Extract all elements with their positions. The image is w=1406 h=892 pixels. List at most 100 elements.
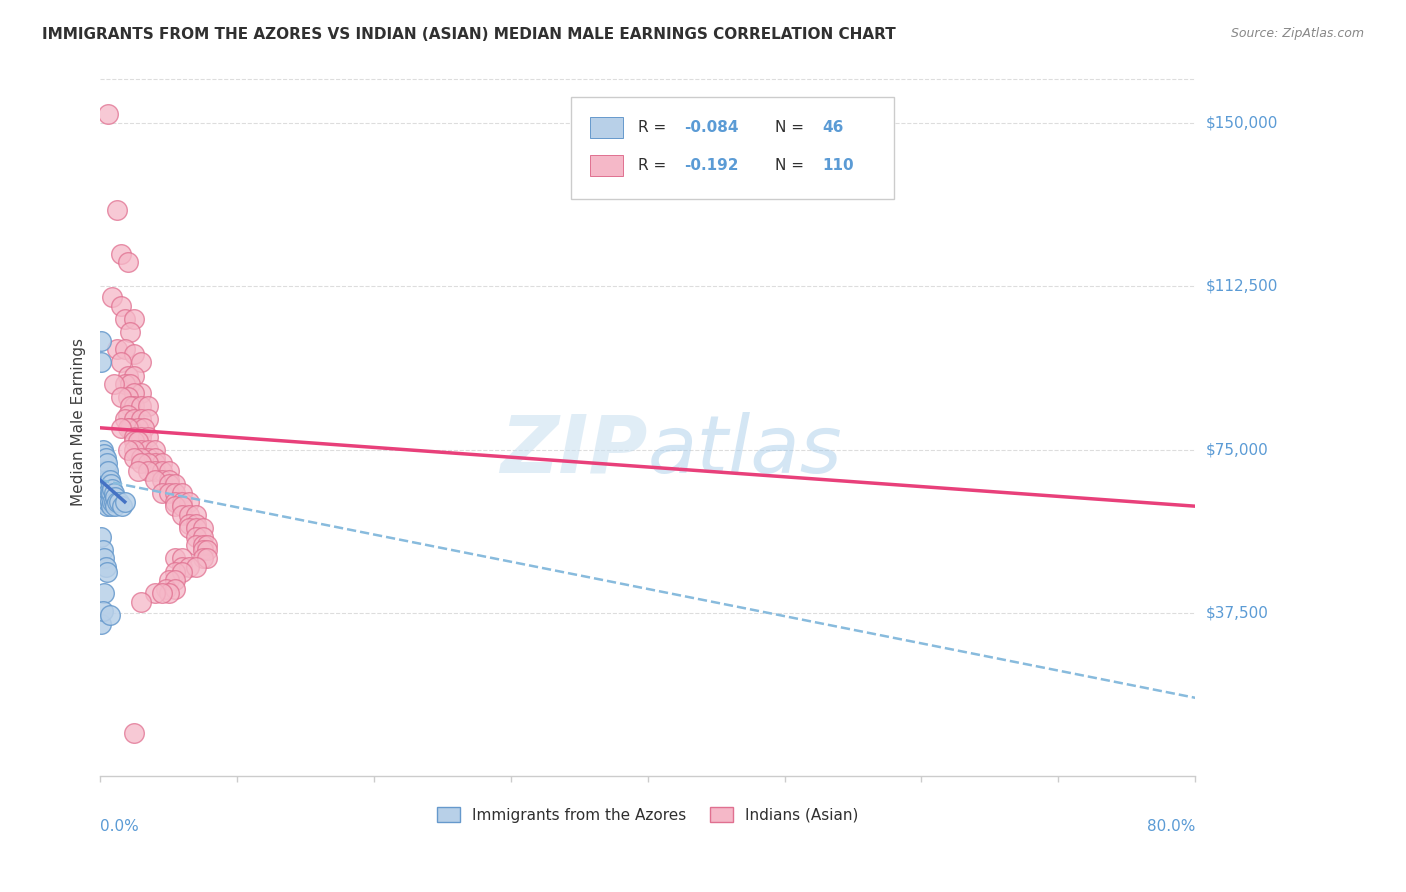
Text: N =: N = <box>775 158 808 173</box>
Point <box>93 495 115 509</box>
Point <box>94 451 117 466</box>
Text: R =: R = <box>638 120 671 135</box>
Point <box>101 482 124 496</box>
Point <box>143 442 166 457</box>
Point <box>129 399 152 413</box>
Text: -0.192: -0.192 <box>683 158 738 173</box>
Point <box>129 412 152 426</box>
Point <box>91 442 114 457</box>
Point <box>155 582 177 596</box>
Point <box>110 355 132 369</box>
Point <box>195 538 218 552</box>
Point <box>172 551 194 566</box>
Point <box>157 477 180 491</box>
Point <box>117 408 139 422</box>
Point <box>124 725 146 739</box>
Point <box>117 421 139 435</box>
Point <box>96 565 118 579</box>
Point <box>96 473 118 487</box>
Point <box>191 538 214 552</box>
Point <box>165 573 187 587</box>
Point <box>129 456 152 470</box>
Point <box>91 542 114 557</box>
Point <box>91 456 114 470</box>
Point <box>93 477 115 491</box>
Point <box>124 368 146 383</box>
Point <box>129 386 152 401</box>
Point <box>136 456 159 470</box>
Point <box>129 451 152 466</box>
Point <box>97 495 120 509</box>
Point <box>143 456 166 470</box>
Point <box>132 421 155 435</box>
Point <box>105 343 128 357</box>
Point <box>157 586 180 600</box>
Point <box>124 412 146 426</box>
Point <box>124 429 146 443</box>
Point <box>110 390 132 404</box>
Point <box>157 473 180 487</box>
Point <box>90 334 112 348</box>
Point <box>124 347 146 361</box>
Point <box>150 586 173 600</box>
Point <box>94 560 117 574</box>
Point <box>90 616 112 631</box>
Text: Source: ZipAtlas.com: Source: ZipAtlas.com <box>1230 27 1364 40</box>
Point <box>179 560 201 574</box>
Point <box>191 530 214 544</box>
Point <box>97 107 120 121</box>
Point <box>110 421 132 435</box>
Point <box>96 499 118 513</box>
Point <box>94 477 117 491</box>
Point <box>165 499 187 513</box>
Point <box>172 486 194 500</box>
Text: $112,500: $112,500 <box>1206 279 1278 293</box>
Point <box>124 386 146 401</box>
Point <box>117 442 139 457</box>
Point <box>184 530 207 544</box>
Legend: Immigrants from the Azores, Indians (Asian): Immigrants from the Azores, Indians (Asi… <box>432 800 865 829</box>
Point <box>110 246 132 260</box>
Point <box>129 595 152 609</box>
Point <box>98 495 121 509</box>
Point <box>179 516 201 531</box>
Text: 110: 110 <box>823 158 853 173</box>
Point <box>105 202 128 217</box>
Point <box>143 586 166 600</box>
Point <box>117 390 139 404</box>
Point <box>191 521 214 535</box>
Point <box>136 412 159 426</box>
Point <box>94 486 117 500</box>
Point <box>101 290 124 304</box>
Bar <box>589 117 623 138</box>
Point <box>165 565 187 579</box>
Text: $75,000: $75,000 <box>1206 442 1270 457</box>
Text: 0.0%: 0.0% <box>100 819 139 834</box>
Point <box>96 486 118 500</box>
Text: 46: 46 <box>823 120 844 135</box>
Point <box>103 486 125 500</box>
Bar <box>589 155 623 176</box>
Point <box>93 551 115 566</box>
Point <box>114 312 136 326</box>
Point <box>111 499 134 513</box>
Point <box>120 399 142 413</box>
Point <box>103 377 125 392</box>
Point <box>172 495 194 509</box>
Text: N =: N = <box>775 120 808 135</box>
Point <box>129 429 152 443</box>
Text: 80.0%: 80.0% <box>1147 819 1195 834</box>
Point <box>103 495 125 509</box>
Point <box>124 442 146 457</box>
Point <box>129 355 152 369</box>
Text: -0.084: -0.084 <box>683 120 738 135</box>
Point <box>157 464 180 478</box>
Point <box>114 343 136 357</box>
Point <box>157 486 180 500</box>
Point <box>117 368 139 383</box>
Point <box>184 560 207 574</box>
Point <box>93 447 115 461</box>
Point <box>143 451 166 466</box>
Point <box>104 491 127 505</box>
Point <box>124 399 146 413</box>
